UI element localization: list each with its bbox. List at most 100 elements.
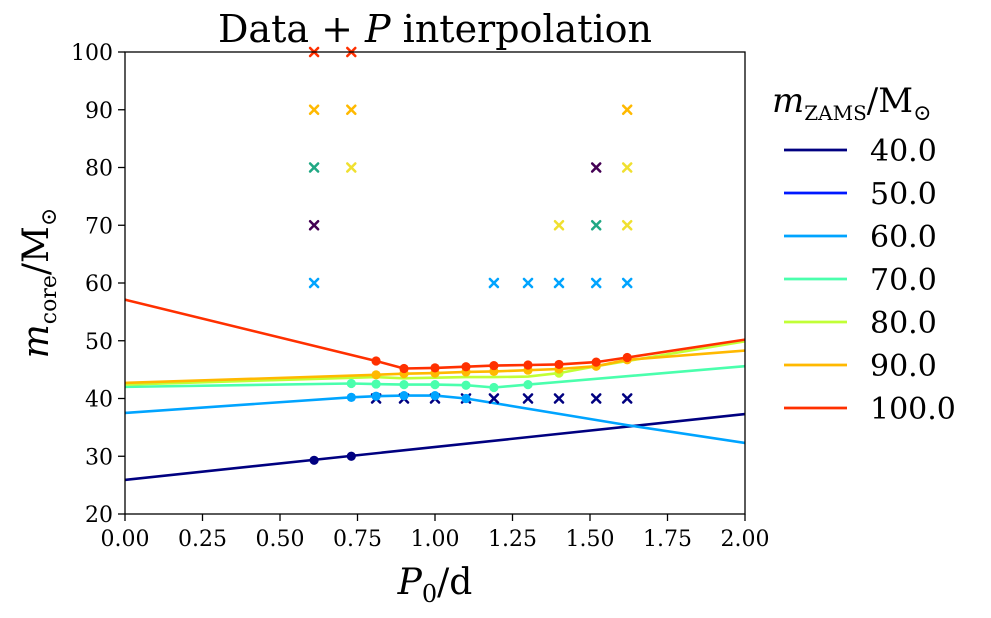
cross-stroke bbox=[553, 393, 565, 404]
legend-label: 70.0 bbox=[870, 263, 937, 298]
data-markers bbox=[308, 46, 633, 465]
plot-area bbox=[125, 46, 745, 482]
series-point-60.0 bbox=[461, 393, 471, 404]
x-tick-label: 2.00 bbox=[721, 527, 770, 552]
legend: 40.0 50.0 60.0 70.0 80.0 90.0 100.0 bbox=[784, 134, 956, 427]
xlabel-subscript: 0 bbox=[422, 580, 437, 608]
x-tick-label: 1.75 bbox=[643, 527, 692, 552]
cross-stroke bbox=[488, 393, 500, 404]
series-point-100.0 bbox=[554, 359, 564, 370]
legend-title-symbol: m bbox=[772, 81, 804, 121]
y-tick-label: 60 bbox=[85, 272, 113, 297]
cross-marker bbox=[553, 393, 565, 404]
cross-marker bbox=[621, 393, 633, 404]
series-point-40.0 bbox=[309, 455, 319, 465]
cross-stroke bbox=[590, 393, 602, 404]
cross-marker bbox=[590, 393, 602, 404]
cross-stroke bbox=[345, 162, 357, 173]
series-lines bbox=[125, 298, 745, 482]
cross-stroke bbox=[621, 393, 633, 404]
legend-title-subscript: ZAMS bbox=[804, 101, 867, 125]
cross-marker bbox=[308, 104, 320, 116]
series-point-100.0 bbox=[371, 356, 381, 366]
legend-label: 80.0 bbox=[870, 306, 937, 341]
x-tick-label: 0.25 bbox=[178, 527, 227, 552]
y-tick-label: 30 bbox=[85, 445, 113, 470]
cross-stroke bbox=[553, 277, 565, 289]
x-tick-label: 0.75 bbox=[333, 527, 382, 552]
series-point-70.0 bbox=[489, 382, 499, 393]
legend-entry: 60.0 bbox=[784, 220, 937, 255]
cross-marker bbox=[488, 277, 500, 289]
legend-label: 60.0 bbox=[870, 220, 937, 255]
series-point-70.0 bbox=[399, 380, 409, 390]
series-point-100.0 bbox=[399, 363, 409, 374]
y-tick-label: 90 bbox=[85, 99, 113, 124]
series-point-60.0 bbox=[346, 392, 356, 402]
ylabel-sun-symbol: ⊙ bbox=[37, 208, 62, 226]
cross-stroke bbox=[522, 277, 534, 289]
series-point-60.0 bbox=[399, 391, 409, 401]
series-point-70.0 bbox=[430, 380, 440, 390]
cross-stroke bbox=[590, 219, 602, 231]
series-point-70.0 bbox=[346, 378, 356, 389]
cross-marker bbox=[590, 219, 602, 231]
cross-marker bbox=[621, 104, 633, 116]
axes: 0.00 0.25 0.50 0.75 1.00 1.25 1.50 1.75 2.00 20 30… bbox=[71, 41, 769, 552]
y-tick-label: 70 bbox=[85, 214, 113, 239]
series-line-80.0 bbox=[125, 340, 745, 386]
series-point-100.0 bbox=[591, 357, 601, 367]
series-line-60.0 bbox=[125, 394, 745, 445]
x-tick-label: 1.25 bbox=[488, 527, 537, 552]
cross-marker bbox=[621, 277, 633, 289]
cross-stroke bbox=[621, 219, 633, 231]
series-point-60.0 bbox=[430, 391, 440, 401]
x-tick-label: 1.50 bbox=[566, 527, 615, 552]
series-point-100.0 bbox=[523, 360, 533, 370]
legend-entry: 80.0 bbox=[784, 306, 937, 341]
legend-entry: 100.0 bbox=[784, 392, 956, 427]
x-tick-label: 1.00 bbox=[411, 527, 460, 552]
cross-stroke bbox=[621, 104, 633, 116]
cross-stroke bbox=[553, 219, 565, 231]
y-tick-label: 50 bbox=[85, 330, 113, 355]
y-tick-label: 40 bbox=[85, 388, 113, 413]
series-point-100.0 bbox=[461, 362, 471, 372]
x-axis-label: P0/d bbox=[397, 562, 473, 608]
cross-stroke bbox=[621, 162, 633, 173]
y-tick-label: 100 bbox=[71, 41, 113, 66]
cross-marker bbox=[590, 162, 602, 173]
cross-stroke bbox=[488, 277, 500, 289]
legend-title-sun-symbol: ⊙ bbox=[913, 101, 931, 126]
series-point-100.0 bbox=[622, 352, 632, 363]
chart-title: Data + P interpolation bbox=[218, 7, 652, 51]
cross-stroke bbox=[621, 277, 633, 289]
xlabel-symbol: P bbox=[397, 562, 423, 603]
title-part-1: Data + bbox=[218, 7, 365, 51]
cross-marker bbox=[522, 277, 534, 289]
cross-marker bbox=[553, 277, 565, 289]
x-tick-label: 0.00 bbox=[101, 527, 150, 552]
cross-marker bbox=[308, 162, 320, 173]
cross-stroke bbox=[590, 162, 602, 173]
series-line-40.0 bbox=[125, 412, 745, 482]
series-point-70.0 bbox=[523, 380, 533, 390]
axes-frame bbox=[124, 51, 746, 515]
cross-marker bbox=[308, 219, 320, 231]
cross-marker bbox=[621, 162, 633, 173]
legend-entry: 70.0 bbox=[784, 263, 937, 298]
title-part-3: interpolation bbox=[391, 7, 652, 51]
title-part-2: P bbox=[364, 7, 392, 51]
legend-title: mZAMS/M⊙ bbox=[772, 81, 932, 126]
legend-label: 90.0 bbox=[870, 349, 937, 384]
cross-marker bbox=[590, 277, 602, 289]
legend-entry: 50.0 bbox=[784, 177, 937, 212]
cross-stroke bbox=[308, 277, 320, 289]
series-point-90.0 bbox=[371, 370, 381, 380]
cross-stroke bbox=[308, 104, 320, 116]
y-tick-label: 80 bbox=[85, 157, 113, 182]
cross-marker bbox=[621, 219, 633, 231]
y-tick-label: 20 bbox=[85, 503, 113, 528]
ylabel-subscript: core bbox=[37, 275, 62, 324]
